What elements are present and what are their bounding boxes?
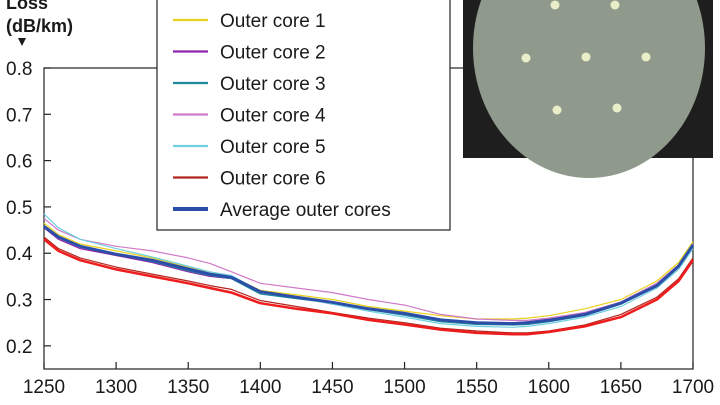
x-tick-label: 1650 <box>600 377 642 398</box>
x-tick-label: 1250 <box>23 377 65 398</box>
series-line-outer-core-4 <box>43 218 694 321</box>
fiber-core-dot <box>550 0 560 10</box>
y-axis-arrow-icon <box>18 38 26 46</box>
y-tick-label: 0.7 <box>6 105 32 126</box>
y-tick-label: 0.3 <box>6 291 32 312</box>
series-line-average-outer-cores <box>43 225 695 326</box>
fiber-core-dot <box>610 0 620 10</box>
x-tick-label: 1450 <box>311 377 353 398</box>
legend: Outer core 1 Outer core 2 Outer core 3 Oute… <box>156 0 451 231</box>
fiber-disk <box>473 0 705 178</box>
y-tick-label: 0.5 <box>6 198 32 219</box>
y-tick-label: 0.2 <box>6 337 32 358</box>
legend-label: Outer core 3 <box>220 74 326 95</box>
fiber-core-dot <box>581 52 591 62</box>
fiber-core-dot <box>641 52 651 62</box>
x-tick-label: 1400 <box>239 377 281 398</box>
x-tick-label: 1550 <box>456 377 498 398</box>
legend-label: Average outer cores <box>220 200 391 221</box>
y-tick-label: 0.4 <box>6 244 33 265</box>
legend-label: Outer core 2 <box>220 43 326 64</box>
x-tick-label: 1300 <box>95 377 137 398</box>
legend-label: Outer core 6 <box>220 169 326 190</box>
fiber-core-dot <box>552 105 562 115</box>
y-axis-title-line-2: (dB/km) <box>6 16 73 36</box>
y-tick-label: 0.8 <box>6 59 32 80</box>
x-tick-label: 1700 <box>672 377 714 398</box>
series-line-outer-core-1 <box>43 222 694 320</box>
series-line-red-extra <box>43 238 695 336</box>
y-tick-label: 0.6 <box>6 152 32 173</box>
fiber-cross-section-image <box>463 0 713 178</box>
series-line-outer-core-5 <box>43 213 694 328</box>
series-lines <box>43 213 695 336</box>
fiber-core-dot <box>521 53 531 63</box>
series-line-outer-core-6 <box>43 236 694 334</box>
legend-label: Outer core 5 <box>220 137 326 158</box>
axis-ticks: 1250 1300 1350 1400 1450 1500 1550 1600 1650 1700… <box>6 59 714 398</box>
x-tick-label: 1350 <box>167 377 209 398</box>
x-tick-label: 1500 <box>383 377 425 398</box>
legend-label: Outer core 1 <box>220 11 326 32</box>
y-axis-title-line-1: Loss <box>6 0 48 13</box>
fiber-core-dot <box>612 103 622 113</box>
x-tick-label: 1600 <box>528 377 570 398</box>
legend-label: Outer core 4 <box>220 106 326 127</box>
